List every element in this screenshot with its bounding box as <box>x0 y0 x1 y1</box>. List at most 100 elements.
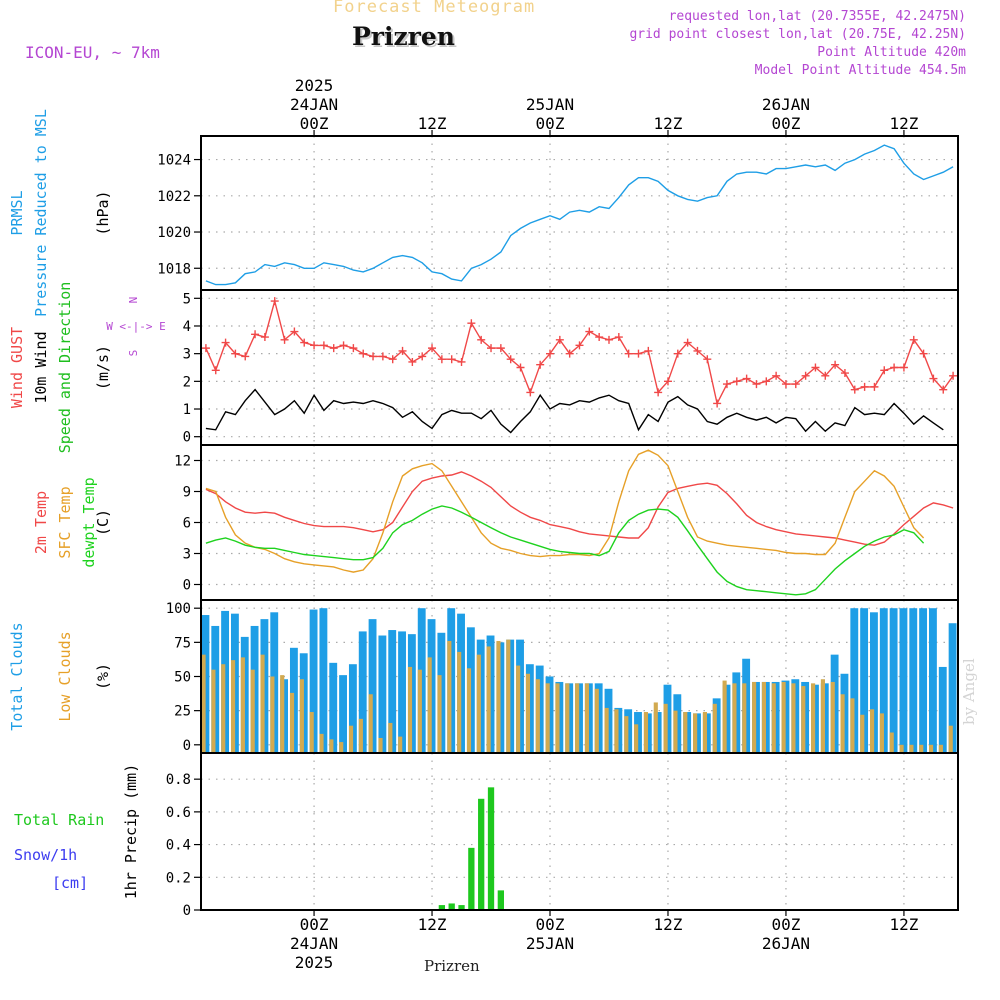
low-cloud-bar <box>280 675 285 753</box>
panel-background <box>201 136 958 290</box>
gust-marker <box>762 377 771 386</box>
gust-marker <box>732 377 741 386</box>
low-cloud-bar <box>919 744 924 753</box>
panel-frame <box>200 752 959 911</box>
gust-marker <box>899 363 908 372</box>
unit-label: (hPa) <box>94 190 112 235</box>
gust-marker <box>752 380 761 389</box>
low-cloud-bar <box>230 660 236 753</box>
low-cloud-bar <box>398 736 403 753</box>
gust-marker <box>329 344 338 353</box>
gust-marker <box>595 333 604 342</box>
total-cloud-bar <box>938 666 947 753</box>
low-cloud-bar <box>584 683 590 753</box>
low-cloud-bar <box>761 681 766 753</box>
total-cloud-bar <box>870 612 878 753</box>
y-tick-label: 0 <box>183 903 191 919</box>
total-cloud-bar <box>388 630 397 753</box>
total-cloud-bar <box>329 662 338 753</box>
low-cloud-bar <box>270 676 275 753</box>
low-cloud-bar <box>211 669 216 753</box>
precip-bar <box>487 787 495 910</box>
gust-marker <box>506 355 515 364</box>
gust-marker <box>290 327 299 336</box>
location-title: Prizren <box>352 22 455 51</box>
grid-point-coords: grid point closest lon,lat (20.75E, 42.2… <box>629 27 966 42</box>
gust-marker <box>880 366 889 375</box>
low-cloud-bar <box>575 683 580 753</box>
panel-4: 0 25 50 75 100 Total Clouds Low Clouds (%) <box>8 599 959 754</box>
gust-marker <box>349 344 358 353</box>
gust-marker <box>467 319 476 328</box>
gust-marker <box>644 346 653 355</box>
requested-coords: requested lon,lat (20.7355E, 42.2475N) <box>668 9 966 24</box>
low-cloud-bar <box>693 713 698 753</box>
gust-marker <box>614 333 623 342</box>
precip-bar <box>478 798 485 910</box>
bottom-time-label: 00Z <box>536 915 565 934</box>
axis-label: Low Clouds <box>56 631 74 721</box>
y-tick-label: 2 <box>183 374 191 390</box>
gust-marker <box>811 363 820 372</box>
gust-marker <box>919 349 928 358</box>
legend-snow: Snow/1h <box>14 846 77 864</box>
panel-2: 0 1 2 3 4 5 Wind GUST 10m Wind Speed and Directi… <box>8 282 959 454</box>
gust-marker <box>428 344 437 353</box>
y-tick-label: 1018 <box>157 261 191 277</box>
gust-marker <box>251 330 260 339</box>
gust-marker <box>546 349 555 358</box>
gust-marker <box>260 333 269 342</box>
axis-label: Pressure Reduced to MSL <box>32 109 50 317</box>
gust-marker <box>418 352 427 361</box>
bottom-time-label: 12Z <box>418 915 447 934</box>
gust-marker <box>319 341 328 350</box>
subtitle: Forecast Meteogram <box>333 0 536 17</box>
top-time-label: 12Z <box>418 114 447 133</box>
low-cloud-bar <box>466 668 472 753</box>
bottom-time-label: 12Z <box>654 915 683 934</box>
low-cloud-bar <box>496 640 501 753</box>
low-cloud-bar <box>476 654 481 753</box>
top-time-label: 24JAN <box>290 95 338 114</box>
total-cloud-bar <box>928 608 937 753</box>
low-cloud-bar <box>948 725 953 753</box>
y-tick-label: 4 <box>183 319 191 335</box>
axis-label: 2m Temp <box>32 491 50 554</box>
y-tick-label: 0.6 <box>166 805 191 821</box>
gust-marker <box>555 335 564 344</box>
gust-marker <box>742 374 751 383</box>
low-cloud-bar <box>329 739 334 753</box>
y-tick-label: 0 <box>183 430 191 446</box>
y-tick-label: 1 <box>183 402 191 418</box>
footer-location: Prizren <box>424 957 480 975</box>
total-cloud-bar <box>378 635 387 753</box>
low-cloud-bar <box>673 710 678 753</box>
total-cloud-bar <box>879 608 888 753</box>
gust-marker <box>772 371 781 380</box>
total-cloud-bar <box>919 608 928 753</box>
y-tick-label: 0 <box>183 738 191 754</box>
low-cloud-bar <box>879 713 884 753</box>
gust-marker <box>221 338 230 347</box>
gust-marker <box>703 355 712 364</box>
axis-label: Speed and Direction <box>56 282 74 454</box>
total-cloud-bar <box>909 608 918 753</box>
gust-marker <box>663 377 672 386</box>
bottom-time-label: 25JAN <box>526 934 574 953</box>
gust-marker <box>654 388 663 397</box>
total-cloud-bar <box>368 619 377 753</box>
bottom-time-label: 26JAN <box>762 934 810 953</box>
gust-marker <box>860 382 869 391</box>
low-cloud-bar <box>653 702 658 753</box>
low-cloud-bar <box>712 703 717 753</box>
gust-marker <box>241 352 250 361</box>
gust-marker <box>683 338 692 347</box>
y-tick-label: 25 <box>174 704 191 720</box>
low-cloud-bar <box>289 692 295 753</box>
gust-marker <box>310 341 319 350</box>
panel-3: 0 3 6 9 12 2m Temp SFC Temp dewpt Temp(C) <box>32 444 959 601</box>
low-cloud-bar <box>506 639 511 753</box>
y-tick-label: 3 <box>183 547 191 563</box>
gust-marker <box>457 357 466 366</box>
